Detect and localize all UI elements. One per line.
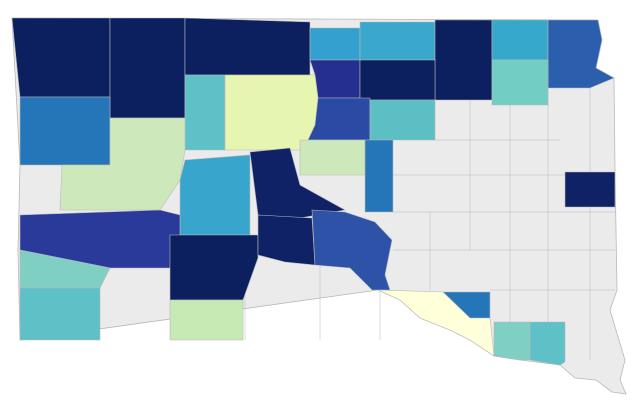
county [442, 291, 491, 319]
county [547, 19, 615, 89]
county [364, 139, 394, 213]
county [307, 97, 371, 141]
county [179, 154, 251, 236]
county [169, 234, 259, 301]
county [109, 17, 186, 119]
county [184, 74, 226, 151]
county [19, 287, 101, 341]
county [369, 99, 436, 141]
county [529, 321, 566, 366]
county [169, 299, 244, 341]
county [11, 17, 111, 98]
county [299, 139, 366, 176]
county [359, 59, 436, 101]
county [491, 59, 549, 106]
county [564, 171, 616, 208]
county [224, 74, 319, 151]
county [184, 17, 311, 76]
county [309, 27, 361, 61]
county [434, 19, 493, 101]
county [359, 21, 436, 61]
county [19, 96, 111, 166]
county [257, 214, 316, 266]
county [491, 19, 549, 61]
county [311, 209, 393, 291]
county [493, 321, 531, 361]
